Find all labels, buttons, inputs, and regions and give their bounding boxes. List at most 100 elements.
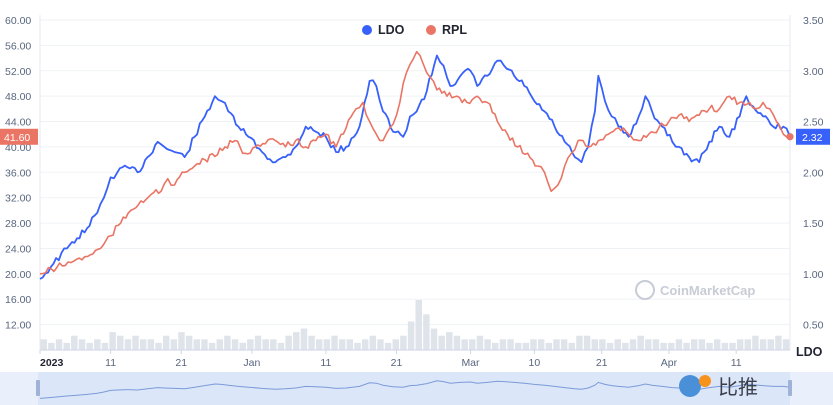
volume-bar: [484, 339, 491, 350]
x-tick-label: 21: [596, 357, 608, 369]
left-tick-label: 56.00: [5, 40, 31, 52]
volume-bar: [660, 342, 667, 350]
x-tick-label: 2023: [40, 357, 64, 369]
volume-bar: [553, 339, 560, 350]
x-tick-label: 10: [529, 357, 541, 369]
left-tick-label: 52.00: [5, 66, 31, 78]
right-tick-label: 0.50: [803, 320, 824, 332]
volume-bar: [231, 339, 239, 350]
left-tick-label: 48.00: [5, 91, 31, 103]
price-tag-rpl: [0, 128, 38, 145]
volume-bar: [499, 339, 507, 350]
legend-label-ldo[interactable]: LDO: [378, 23, 405, 37]
volume-bar: [124, 339, 132, 350]
volume-bar: [308, 335, 315, 350]
x-tick-label: 11: [105, 357, 116, 369]
left-tick-label: 20.00: [5, 269, 31, 281]
volume-bar: [560, 339, 568, 350]
volume-bar: [239, 342, 246, 350]
volume-bar: [155, 342, 162, 350]
left-tick-label: 44.00: [5, 117, 31, 129]
bitcoin-icon: [699, 375, 711, 387]
x-tick-label: Jan: [243, 357, 260, 369]
volume-bar: [545, 342, 553, 350]
volume-bar: [316, 339, 323, 350]
navigator-line: [39, 380, 791, 399]
volume-bar: [323, 339, 331, 350]
volume-bar: [652, 339, 660, 350]
volume-bar: [193, 339, 201, 350]
volume-bar: [147, 339, 155, 350]
volume-bar: [354, 342, 361, 350]
volume-bar: [208, 342, 216, 350]
volume-bar: [407, 321, 415, 350]
left-tick-label: 28.00: [5, 218, 31, 230]
volume-bar: [285, 335, 292, 350]
volume-bar: [568, 342, 576, 350]
volume-bar: [201, 339, 208, 350]
volume-bar: [392, 339, 399, 350]
volume-bar: [767, 339, 774, 350]
volume-bar: [683, 342, 690, 350]
volume-bar: [254, 335, 262, 350]
volume-bar: [170, 339, 178, 350]
x-tick-label: Apr: [661, 357, 678, 369]
volume-bar: [744, 339, 752, 350]
volume-bar: [530, 339, 537, 350]
series-line-rpl: [39, 50, 791, 275]
volume-bar: [415, 300, 422, 350]
volume-bar: [430, 328, 438, 350]
volume-bar: [622, 342, 629, 350]
volume-bar: [698, 339, 706, 350]
volume-bar: [94, 339, 101, 350]
legend-label-rpl[interactable]: RPL: [442, 23, 467, 37]
volume-bar: [614, 339, 621, 350]
series-line-ldo: [39, 54, 791, 280]
volume-bar: [775, 335, 782, 350]
volume-bar: [361, 339, 369, 350]
volume-bar: [262, 339, 269, 350]
watermark-text: CoinMarketCap: [660, 283, 755, 298]
price-tag-label-ldo: 2.32: [802, 132, 823, 144]
volume-bar: [461, 339, 468, 350]
volume-bar: [645, 339, 652, 350]
volume-bars: [40, 300, 790, 350]
navigator-handle-left: [36, 380, 40, 396]
volume-bar: [721, 342, 729, 350]
volume-bar: [293, 332, 300, 350]
coinmarketcap-logo-icon: [635, 280, 655, 300]
volume-bar: [400, 335, 407, 350]
volume-bar: [384, 342, 392, 350]
right-axis-label: LDO: [796, 345, 823, 359]
volume-bar: [185, 335, 193, 350]
x-tick-label: 21: [391, 357, 403, 369]
current-price-tags: 2.32 41.60: [0, 128, 830, 145]
volume-bar: [736, 339, 744, 350]
legend[interactable]: LDO RPL: [362, 23, 467, 37]
volume-bar: [537, 339, 545, 350]
volume-bar: [514, 342, 522, 350]
volume-bar: [691, 339, 698, 350]
brand-overlay: 比推: [679, 375, 758, 399]
left-tick-label: 40.00: [5, 142, 31, 154]
volume-bar: [86, 342, 93, 350]
volume-bar: [78, 339, 86, 350]
volume-bar: [117, 335, 124, 350]
volume-bar: [71, 335, 78, 350]
volume-bar: [729, 342, 736, 350]
volume-bar: [377, 339, 384, 350]
volume-bar: [446, 332, 453, 350]
volume-bar: [706, 342, 713, 350]
volume-bar: [346, 339, 354, 350]
x-tick-label: 11: [731, 357, 742, 369]
volume-bar: [591, 339, 598, 350]
left-axis: 60.00 56.00 52.00 48.00 44.00 40.00 36.00 32.00…: [5, 15, 31, 332]
volume-bar: [270, 339, 277, 350]
price-tag-label-rpl: 41.60: [4, 132, 30, 144]
volume-bar: [300, 328, 308, 350]
volume-bar: [469, 339, 476, 350]
volume-bar: [606, 342, 614, 350]
volume-bar: [675, 339, 683, 350]
x-tick-label: 21: [175, 357, 187, 369]
